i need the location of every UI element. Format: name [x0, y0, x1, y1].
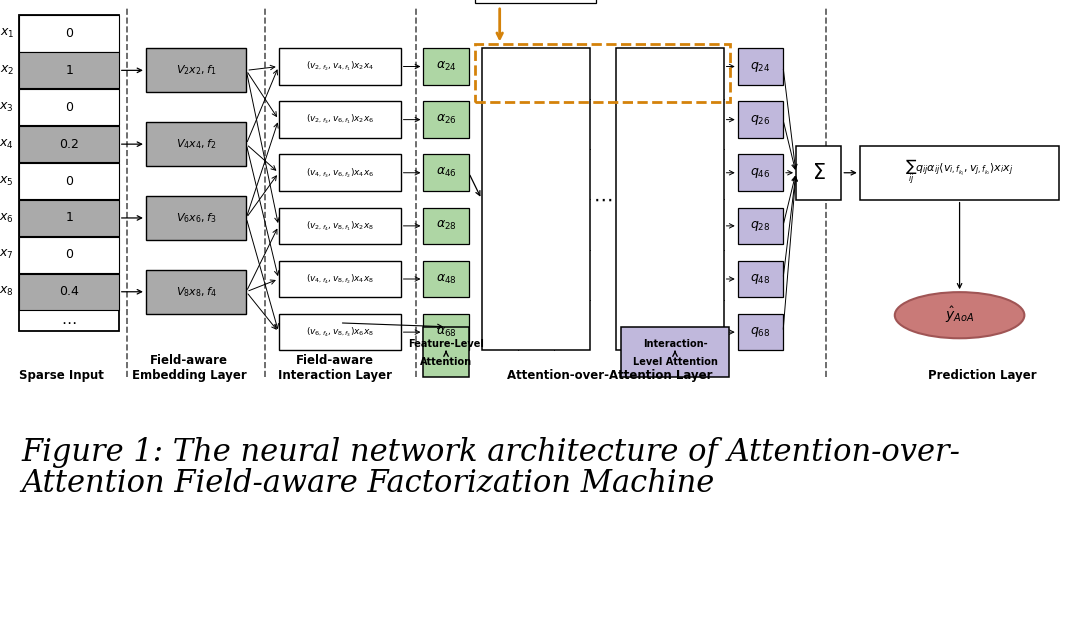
Text: $V_8x_8,f_4$: $V_8x_8,f_4$	[176, 285, 216, 299]
Text: $V_2x_2,f_1$: $V_2x_2,f_1$	[176, 63, 216, 78]
Text: $\alpha_{46}$: $\alpha_{46}$	[435, 166, 457, 179]
Text: $\cdots$: $\cdots$	[62, 314, 77, 329]
Text: $x_{5}$: $x_{5}$	[0, 174, 14, 188]
Text: $\alpha_{48}$: $\alpha_{48}$	[435, 272, 457, 286]
Text: Interaction-: Interaction-	[643, 339, 707, 349]
Text: 1: 1	[65, 64, 73, 77]
FancyBboxPatch shape	[738, 314, 783, 350]
Text: $\cdots$: $\cdots$	[593, 190, 612, 209]
FancyBboxPatch shape	[19, 273, 119, 310]
FancyBboxPatch shape	[19, 52, 119, 89]
Text: $x_{8}$: $x_{8}$	[0, 285, 14, 298]
Text: Field-aware
Embedding Layer: Field-aware Embedding Layer	[132, 355, 246, 383]
Text: $(v_{6,f_4},v_{8,f_3})x_6x_8$: $(v_{6,f_4},v_{8,f_3})x_6x_8$	[306, 326, 374, 339]
Text: $\hat{y}_{AoA}$: $\hat{y}_{AoA}$	[945, 305, 974, 326]
FancyBboxPatch shape	[279, 208, 401, 244]
FancyBboxPatch shape	[423, 208, 469, 244]
FancyBboxPatch shape	[19, 16, 119, 51]
Text: $x_{3}$: $x_{3}$	[0, 100, 14, 114]
FancyBboxPatch shape	[19, 200, 119, 236]
FancyBboxPatch shape	[738, 101, 783, 138]
FancyBboxPatch shape	[279, 101, 401, 138]
Text: $(v_{4,f_3},v_{6,f_2})x_4x_6$: $(v_{4,f_3},v_{6,f_2})x_4x_6$	[306, 166, 374, 180]
Text: 0: 0	[65, 175, 73, 188]
Text: Sparse Input: Sparse Input	[19, 370, 104, 383]
Text: $\alpha_{28}$: $\alpha_{28}$	[435, 219, 457, 232]
Text: Feature-Level: Feature-Level	[408, 339, 484, 349]
FancyBboxPatch shape	[621, 327, 729, 377]
Text: Level Attention: Level Attention	[633, 356, 717, 366]
FancyBboxPatch shape	[796, 146, 841, 200]
Text: 1: 1	[65, 211, 73, 224]
Text: $q_{26}$: $q_{26}$	[751, 113, 770, 126]
Text: $q_{48}$: $q_{48}$	[751, 272, 770, 286]
FancyBboxPatch shape	[279, 314, 401, 350]
FancyBboxPatch shape	[482, 48, 590, 350]
FancyBboxPatch shape	[19, 16, 119, 331]
FancyBboxPatch shape	[146, 270, 246, 314]
Text: $\Sigma$: $\Sigma$	[812, 162, 825, 183]
Text: $q_{28}$: $q_{28}$	[751, 219, 770, 233]
FancyBboxPatch shape	[738, 48, 783, 85]
Text: 0.4: 0.4	[59, 285, 79, 298]
FancyBboxPatch shape	[738, 208, 783, 244]
FancyBboxPatch shape	[423, 261, 469, 297]
FancyBboxPatch shape	[19, 163, 119, 199]
Text: Prediction Layer: Prediction Layer	[929, 370, 1037, 383]
FancyBboxPatch shape	[423, 101, 469, 138]
Text: $x_{4}$: $x_{4}$	[0, 138, 14, 151]
Text: Attention Field-aware Factorization Machine: Attention Field-aware Factorization Mach…	[22, 468, 715, 499]
Text: $\sum_{ij}q_{ij}\alpha_{ij}\langle v_{i,f_{k_j}},v_{j,f_{k_i}}\rangle x_ix_j$: $\sum_{ij}q_{ij}\alpha_{ij}\langle v_{i,…	[905, 158, 1014, 187]
FancyBboxPatch shape	[860, 146, 1059, 200]
FancyBboxPatch shape	[279, 154, 401, 191]
Text: $q_{68}$: $q_{68}$	[751, 325, 770, 339]
Text: $x_{7}$: $x_{7}$	[0, 248, 14, 262]
FancyBboxPatch shape	[279, 261, 401, 297]
Text: $V_4x_4,f_2$: $V_4x_4,f_2$	[176, 137, 216, 151]
Text: Figure 1: The neural network architecture of Attention-over-: Figure 1: The neural network architectur…	[22, 437, 960, 468]
Text: $\alpha_{68}$: $\alpha_{68}$	[435, 326, 457, 339]
Text: $\alpha_{24}$: $\alpha_{24}$	[435, 60, 457, 73]
FancyBboxPatch shape	[19, 89, 119, 125]
FancyBboxPatch shape	[423, 154, 469, 191]
Text: 0.2: 0.2	[59, 138, 79, 151]
Text: 0: 0	[65, 100, 73, 113]
Text: $(v_{2,f_4},v_{8,f_1})x_2x_8$: $(v_{2,f_4},v_{8,f_1})x_2x_8$	[306, 219, 374, 232]
Text: $x_{2}$: $x_{2}$	[0, 64, 14, 77]
FancyBboxPatch shape	[738, 154, 783, 191]
Text: 0: 0	[65, 27, 73, 40]
Text: $(v_{2,f_3},v_{6,f_1})x_2x_6$: $(v_{2,f_3},v_{6,f_1})x_2x_6$	[306, 113, 374, 126]
Text: $x_{6}$: $x_{6}$	[0, 211, 14, 224]
FancyBboxPatch shape	[616, 48, 724, 350]
FancyBboxPatch shape	[738, 261, 783, 297]
Text: $q_{24}$: $q_{24}$	[751, 60, 770, 74]
Text: $q_{46}$: $q_{46}$	[751, 166, 770, 180]
Text: Attention: Attention	[420, 356, 472, 366]
FancyBboxPatch shape	[423, 314, 469, 350]
FancyBboxPatch shape	[146, 48, 246, 92]
Text: $x_{1}$: $x_{1}$	[0, 27, 14, 40]
FancyBboxPatch shape	[19, 237, 119, 273]
FancyBboxPatch shape	[146, 196, 246, 240]
Text: $V_6x_6,f_3$: $V_6x_6,f_3$	[176, 211, 216, 225]
FancyBboxPatch shape	[279, 48, 401, 85]
FancyBboxPatch shape	[423, 327, 469, 377]
FancyBboxPatch shape	[146, 122, 246, 166]
Circle shape	[895, 292, 1025, 339]
Text: $(v_{2,f_2},v_{4,f_1})x_2x_4$: $(v_{2,f_2},v_{4,f_1})x_2x_4$	[306, 60, 374, 73]
Text: 0: 0	[65, 249, 73, 262]
Text: $(v_{4,f_4},v_{8,f_2})x_4x_8$: $(v_{4,f_4},v_{8,f_2})x_4x_8$	[306, 272, 374, 286]
Text: Field-aware
Interaction Layer: Field-aware Interaction Layer	[278, 355, 392, 383]
Text: Attention-over-Attention Layer: Attention-over-Attention Layer	[508, 370, 713, 383]
Text: $\alpha_{26}$: $\alpha_{26}$	[435, 113, 457, 126]
FancyBboxPatch shape	[19, 126, 119, 162]
FancyBboxPatch shape	[423, 48, 469, 85]
